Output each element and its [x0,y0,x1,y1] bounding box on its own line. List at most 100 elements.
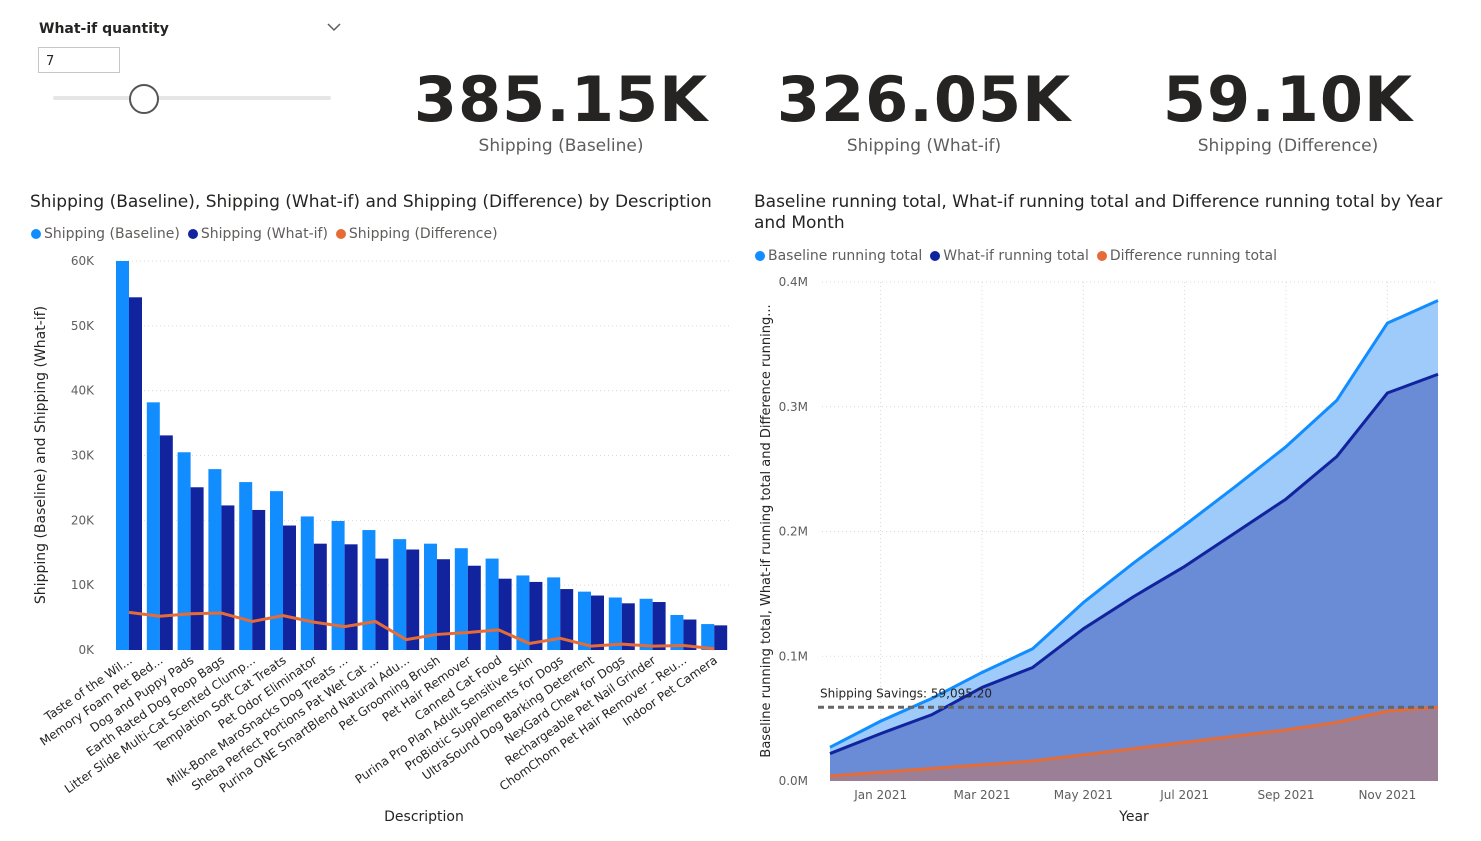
legend-dot [1096,251,1107,261]
bar-baseline [362,530,376,650]
bar-baseline [393,539,407,650]
y-tick-label: 0.4M [779,275,808,289]
y-tick-label: 40K [71,384,95,398]
area-whatif [830,374,1438,781]
bar-baseline [454,548,468,650]
reference-line-label: Shipping Savings: 59,095.20 [820,686,992,700]
bar-baseline [424,543,437,650]
x-axis-title: Year [1118,809,1149,825]
bar-baseline [670,614,684,650]
bar-whatif [591,595,604,650]
bar-whatif [529,581,543,650]
bar-baseline [146,402,160,650]
y-tick-label: 20K [71,513,95,527]
legend-dot [755,251,765,261]
bar-whatif [621,603,635,650]
chevron-down-icon[interactable] [325,18,343,36]
slicer-title: What-if quantity [39,21,169,37]
bar-whatif [560,589,574,650]
bar-baseline [239,482,253,650]
x-tick-label: Mar 2021 [954,788,1011,802]
y-tick-label: 10K [71,578,95,592]
bar-whatif [159,435,173,650]
bar-baseline [116,261,129,650]
line-whatif [829,372,1439,755]
bar-whatif [344,544,358,650]
y-axis-title: Baseline running total, What-if running … [759,304,774,757]
x-tick-label: Jul 2021 [1159,788,1209,802]
kpi-baseline-value: 385.15K [413,63,709,136]
area-chart-legend: Baseline running total What-if running t… [755,248,1277,264]
legend-dot [930,251,941,261]
bar-whatif [283,525,296,650]
y-tick-label: 0.3M [779,400,808,414]
kpi-difference-label: Shipping (Difference) [1197,136,1379,156]
bar-baseline [300,516,314,650]
line-baseline [829,299,1439,749]
what-if-quantity-input[interactable]: 7 [38,47,120,73]
y-tick-label: 0.0M [779,774,808,788]
x-tick-label: Jan 2021 [853,788,907,802]
y-tick-label: 0K [78,643,95,657]
what-if-slider-track[interactable] [53,96,331,100]
kpi-whatif-label: Shipping (What-if) [846,136,1002,156]
kpi-whatif-value: 326.05K [776,63,1072,136]
legend-dot [31,229,41,239]
bar-whatif [129,297,142,650]
bar-baseline [208,469,222,650]
bar-whatif [467,565,481,650]
bar-baseline [485,558,499,650]
bar-whatif [313,543,327,650]
legend-item-difference[interactable]: Shipping (Difference) [335,226,498,242]
area-chart[interactable]: 0.0M 0.1M 0.2M 0.3M 0.4M Shipping Savings: 59… [740,0,1481,841]
bar-baseline [608,597,622,650]
bar-baseline [331,520,345,650]
bar-whatif [437,559,450,650]
line-difference [829,705,1439,778]
bar-baseline [547,577,561,650]
y-tick-label: 50K [71,319,95,333]
bar-whatif [714,625,728,650]
legend-label: Difference running total [1109,248,1278,264]
legend-dot [335,229,346,239]
bar-whatif [375,558,389,650]
bar-whatif [190,487,204,650]
legend-label: What-if running total [943,248,1089,264]
area-chart-title: Baseline running total, What-if running … [754,192,1443,233]
y-axis-title: Shipping (Baseline) and Shipping (What-i… [33,306,49,604]
bar-whatif [498,578,512,650]
bar-baseline [516,575,530,650]
kpi-difference-value: 59.10K [1162,63,1414,136]
bar-baseline [578,591,591,650]
legend-label: Baseline running total [768,248,923,264]
legend-item-whatif[interactable]: Shipping (What-if) [187,226,328,242]
y-tick-label: 0.2M [779,525,808,539]
legend-item-whatif-rt[interactable]: What-if running total [930,248,1089,264]
legend-dot [187,229,198,239]
bar-baseline [177,452,191,650]
y-tick-label: 30K [71,449,95,463]
y-tick-label: 0.1M [779,649,808,663]
legend-item-baseline-rt[interactable]: Baseline running total [755,248,922,264]
bar-whatif [652,602,666,650]
bar-baseline [270,491,283,650]
kpi-baseline-label: Shipping (Baseline) [478,136,644,156]
bar-whatif [406,549,420,650]
legend-item-baseline[interactable]: Shipping (Baseline) [31,226,180,242]
bar-chart-legend: Shipping (Baseline) Shipping (What-if) S… [31,226,498,242]
x-axis-title: Description [384,809,464,825]
y-tick-label: 60K [71,254,95,268]
bar-baseline [701,624,715,650]
x-tick-label: May 2021 [1054,788,1113,802]
bar-whatif [221,505,235,650]
bar-chart-title: Shipping (Baseline), Shipping (What-if) … [30,192,712,212]
legend-label: Shipping (Baseline) [44,226,180,242]
legend-label: Shipping (What-if) [200,226,328,242]
bar-whatif [683,619,697,650]
legend-item-difference-rt[interactable]: Difference running total [1096,248,1278,264]
what-if-slider-thumb[interactable] [128,84,159,114]
difference-line [128,610,715,651]
bar-baseline [639,598,653,650]
area-difference [830,707,1438,781]
